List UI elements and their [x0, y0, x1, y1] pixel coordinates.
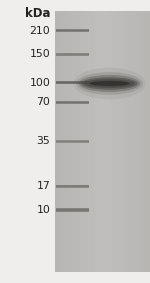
- Bar: [56, 211, 89, 212]
- Bar: [56, 80, 89, 81]
- Text: kDa: kDa: [25, 7, 50, 20]
- Bar: [56, 185, 89, 186]
- Bar: [56, 52, 89, 53]
- Text: 150: 150: [30, 49, 50, 59]
- Bar: [56, 212, 89, 213]
- Bar: [56, 207, 89, 208]
- Bar: [56, 30, 89, 31]
- Bar: [56, 104, 89, 105]
- Bar: [56, 102, 89, 103]
- Bar: [56, 81, 89, 82]
- Bar: [56, 55, 89, 56]
- Bar: [56, 82, 89, 83]
- Bar: [56, 103, 89, 104]
- Ellipse shape: [81, 77, 138, 90]
- Text: 70: 70: [36, 97, 50, 108]
- Text: 210: 210: [30, 25, 50, 36]
- Bar: [56, 100, 89, 101]
- Bar: [56, 188, 89, 189]
- Bar: [56, 31, 89, 32]
- Bar: [55, 11, 150, 272]
- Bar: [56, 28, 89, 29]
- Bar: [56, 81, 89, 82]
- Bar: [56, 52, 89, 53]
- Bar: [56, 185, 89, 188]
- Bar: [56, 142, 89, 143]
- Bar: [56, 101, 89, 104]
- Bar: [56, 84, 89, 85]
- Bar: [56, 208, 89, 212]
- Bar: [56, 141, 89, 142]
- Bar: [56, 139, 89, 140]
- Bar: [56, 186, 89, 187]
- Ellipse shape: [74, 68, 146, 99]
- Ellipse shape: [76, 72, 143, 95]
- Bar: [56, 143, 89, 144]
- Bar: [56, 53, 89, 54]
- Bar: [56, 210, 89, 211]
- Text: 100: 100: [29, 78, 50, 88]
- Ellipse shape: [79, 75, 140, 92]
- Bar: [56, 184, 89, 185]
- Text: 10: 10: [36, 205, 50, 215]
- Bar: [56, 29, 89, 32]
- Ellipse shape: [84, 79, 135, 88]
- Bar: [56, 140, 89, 141]
- Bar: [56, 53, 89, 54]
- Bar: [56, 140, 89, 143]
- Bar: [56, 56, 89, 57]
- Ellipse shape: [90, 81, 129, 86]
- Bar: [56, 29, 89, 30]
- Bar: [56, 185, 89, 186]
- Bar: [56, 187, 89, 188]
- Bar: [56, 54, 89, 55]
- Bar: [56, 101, 89, 102]
- Text: 35: 35: [36, 136, 50, 147]
- Bar: [56, 83, 89, 84]
- Bar: [56, 208, 89, 209]
- Bar: [56, 187, 89, 188]
- Bar: [56, 55, 89, 56]
- Bar: [56, 53, 89, 56]
- Bar: [56, 81, 89, 84]
- Text: 17: 17: [36, 181, 50, 191]
- Bar: [56, 209, 89, 210]
- Bar: [56, 184, 89, 185]
- Ellipse shape: [88, 80, 131, 87]
- Bar: [56, 32, 89, 33]
